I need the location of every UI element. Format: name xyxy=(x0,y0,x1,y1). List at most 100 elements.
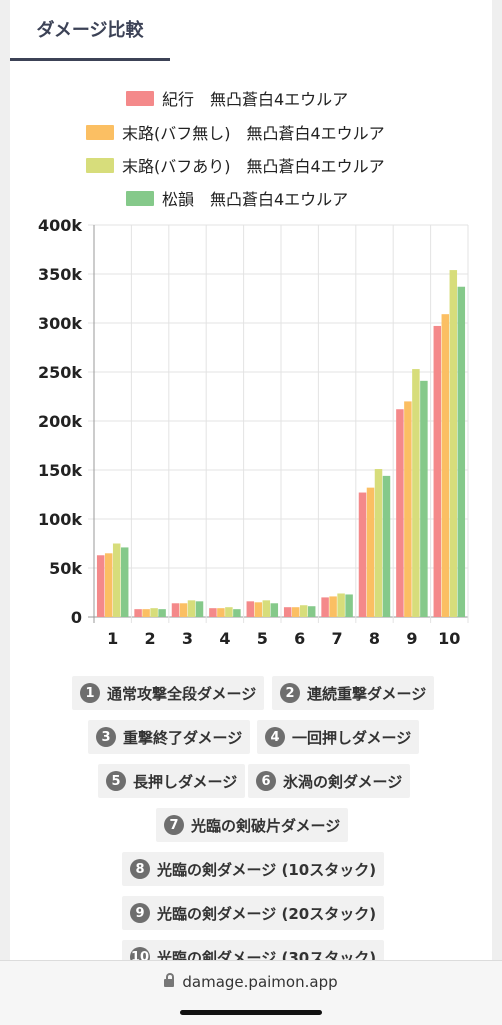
bar xyxy=(345,594,353,617)
footnote-label: 光臨の剣ダメージ (10スタック) xyxy=(157,860,377,879)
bar xyxy=(420,380,428,617)
footnote-item: 9 光臨の剣ダメージ (20スタック) xyxy=(122,896,385,930)
bar xyxy=(358,492,367,617)
bar xyxy=(291,607,300,617)
tab-damage-comparison[interactable]: ダメージ比較 xyxy=(10,0,170,58)
footnote-number-badge: 2 xyxy=(280,683,300,703)
footnote-label: 長押しダメージ xyxy=(133,772,238,791)
legend-item-kikou[interactable]: 紀行 無凸蒼白4エウルア xyxy=(126,86,348,110)
footnote-label: 光臨の剣破片ダメージ xyxy=(191,816,341,835)
bar xyxy=(321,597,329,617)
legend-swatch xyxy=(126,90,154,106)
bar xyxy=(329,596,337,617)
x-tick-label: 9 xyxy=(406,629,417,648)
bar xyxy=(120,547,129,617)
bar xyxy=(270,603,279,617)
footnote-number-badge: 4 xyxy=(265,727,285,747)
bar xyxy=(187,600,196,617)
x-tick-label: 6 xyxy=(294,629,305,648)
browser-url-bar[interactable]: damage.paimon.app xyxy=(0,960,502,1025)
bar xyxy=(404,401,412,617)
home-indicator xyxy=(180,1010,322,1015)
x-tick-label: 3 xyxy=(182,629,193,648)
legend-item-matsuro-no-buff[interactable]: 末路(バフ無し) 無凸蒼白4エウルア xyxy=(86,120,385,144)
bar xyxy=(246,601,255,617)
bar xyxy=(150,608,158,617)
y-tick-label: 350k xyxy=(38,265,82,284)
footnote-item: 2 連続重撃ダメージ xyxy=(272,676,435,710)
bar xyxy=(254,602,263,617)
bar xyxy=(337,593,345,617)
bar xyxy=(396,409,404,617)
footnote-label: 氷渦の剣ダメージ xyxy=(283,772,403,791)
bar xyxy=(262,600,271,617)
lock-icon xyxy=(164,972,175,987)
footnote-item: 3 重撃終了ダメージ xyxy=(88,720,251,754)
footnote-number-badge: 10 xyxy=(130,947,150,960)
bar xyxy=(457,286,466,617)
bar xyxy=(233,609,241,617)
footnote-number-badge: 9 xyxy=(130,903,150,923)
legend-label: 末路(バフあり) 無凸蒼白4エウルア xyxy=(122,157,385,176)
bar xyxy=(217,608,225,617)
y-tick-label: 200k xyxy=(38,412,82,431)
footnote-label: 重撃終了ダメージ xyxy=(123,728,243,747)
x-tick-label: 4 xyxy=(219,629,230,648)
damage-comparison-card: ダメージ比較 紀行 無凸蒼白4エウルア 末路(バフ無し) 無凸蒼白4エウルア 末… xyxy=(10,0,492,960)
bar xyxy=(433,325,442,617)
bar xyxy=(449,270,458,617)
url-text: damage.paimon.app xyxy=(182,973,338,991)
y-tick-label: 0 xyxy=(71,608,82,627)
bar xyxy=(441,314,450,617)
footnote-item: 10 光臨の剣ダメージ (30スタック) xyxy=(122,940,385,961)
footnote-number-badge: 3 xyxy=(96,727,116,747)
bar xyxy=(112,543,121,617)
footnote-number-badge: 1 xyxy=(80,683,100,703)
legend-swatch xyxy=(126,190,154,206)
x-tick-label: 1 xyxy=(107,629,118,648)
bar xyxy=(134,609,142,617)
footnote-label: 光臨の剣ダメージ (30スタック) xyxy=(157,948,377,961)
x-tick-label: 10 xyxy=(438,629,460,648)
bar xyxy=(412,369,420,617)
footnote-item: 4 一回押しダメージ xyxy=(257,720,420,754)
y-tick-label: 50k xyxy=(49,559,82,578)
footnote-item: 8 光臨の剣ダメージ (10スタック) xyxy=(122,852,385,886)
y-tick-label: 150k xyxy=(38,461,82,480)
x-tick-label: 5 xyxy=(257,629,268,648)
bar-chart: 0 50k 100k 150k 200k 250k 300k 350k 400k 1 2 3 4 5 6 7 8… xyxy=(38,216,469,648)
legend-label: 紀行 無凸蒼白4エウルア xyxy=(162,90,349,109)
footnote-label: 連続重撃ダメージ xyxy=(307,684,427,703)
footnote-label: 一回押しダメージ xyxy=(292,728,412,747)
bar xyxy=(209,608,217,617)
footnote-item: 6 氷渦の剣ダメージ xyxy=(248,764,411,798)
bar xyxy=(142,609,150,617)
bar xyxy=(195,601,204,617)
bar xyxy=(179,603,188,617)
bar xyxy=(225,607,233,617)
bar xyxy=(96,555,105,617)
legend-swatch xyxy=(86,157,114,173)
bar xyxy=(382,475,391,617)
legend-item-shouin[interactable]: 松韻 無凸蒼白4エウルア xyxy=(126,186,348,210)
legend-swatch xyxy=(86,124,114,140)
bar xyxy=(307,606,316,617)
bar xyxy=(366,487,375,617)
footnote-item: 7 光臨の剣破片ダメージ xyxy=(156,808,349,842)
footnote-item: 5 長押しダメージ xyxy=(98,764,246,798)
footnote-number-badge: 5 xyxy=(106,771,126,791)
legend-label: 末路(バフ無し) 無凸蒼白4エウルア xyxy=(122,124,385,143)
bar xyxy=(283,607,292,617)
url-display[interactable]: damage.paimon.app xyxy=(0,972,502,991)
legend-label: 松韻 無凸蒼白4エウルア xyxy=(162,190,349,209)
footnote-number-badge: 6 xyxy=(256,771,276,791)
legend-item-matsuro-buff[interactable]: 末路(バフあり) 無凸蒼白4エウルア xyxy=(86,153,385,177)
x-tick-label: 2 xyxy=(145,629,156,648)
bar xyxy=(374,469,383,617)
y-tick-label: 400k xyxy=(38,216,82,235)
tab-bar: ダメージ比較 xyxy=(10,0,492,61)
y-tick-label: 250k xyxy=(38,363,82,382)
y-tick-label: 100k xyxy=(38,510,82,529)
footnote-number-badge: 8 xyxy=(130,859,150,879)
y-tick-label: 300k xyxy=(38,314,82,333)
